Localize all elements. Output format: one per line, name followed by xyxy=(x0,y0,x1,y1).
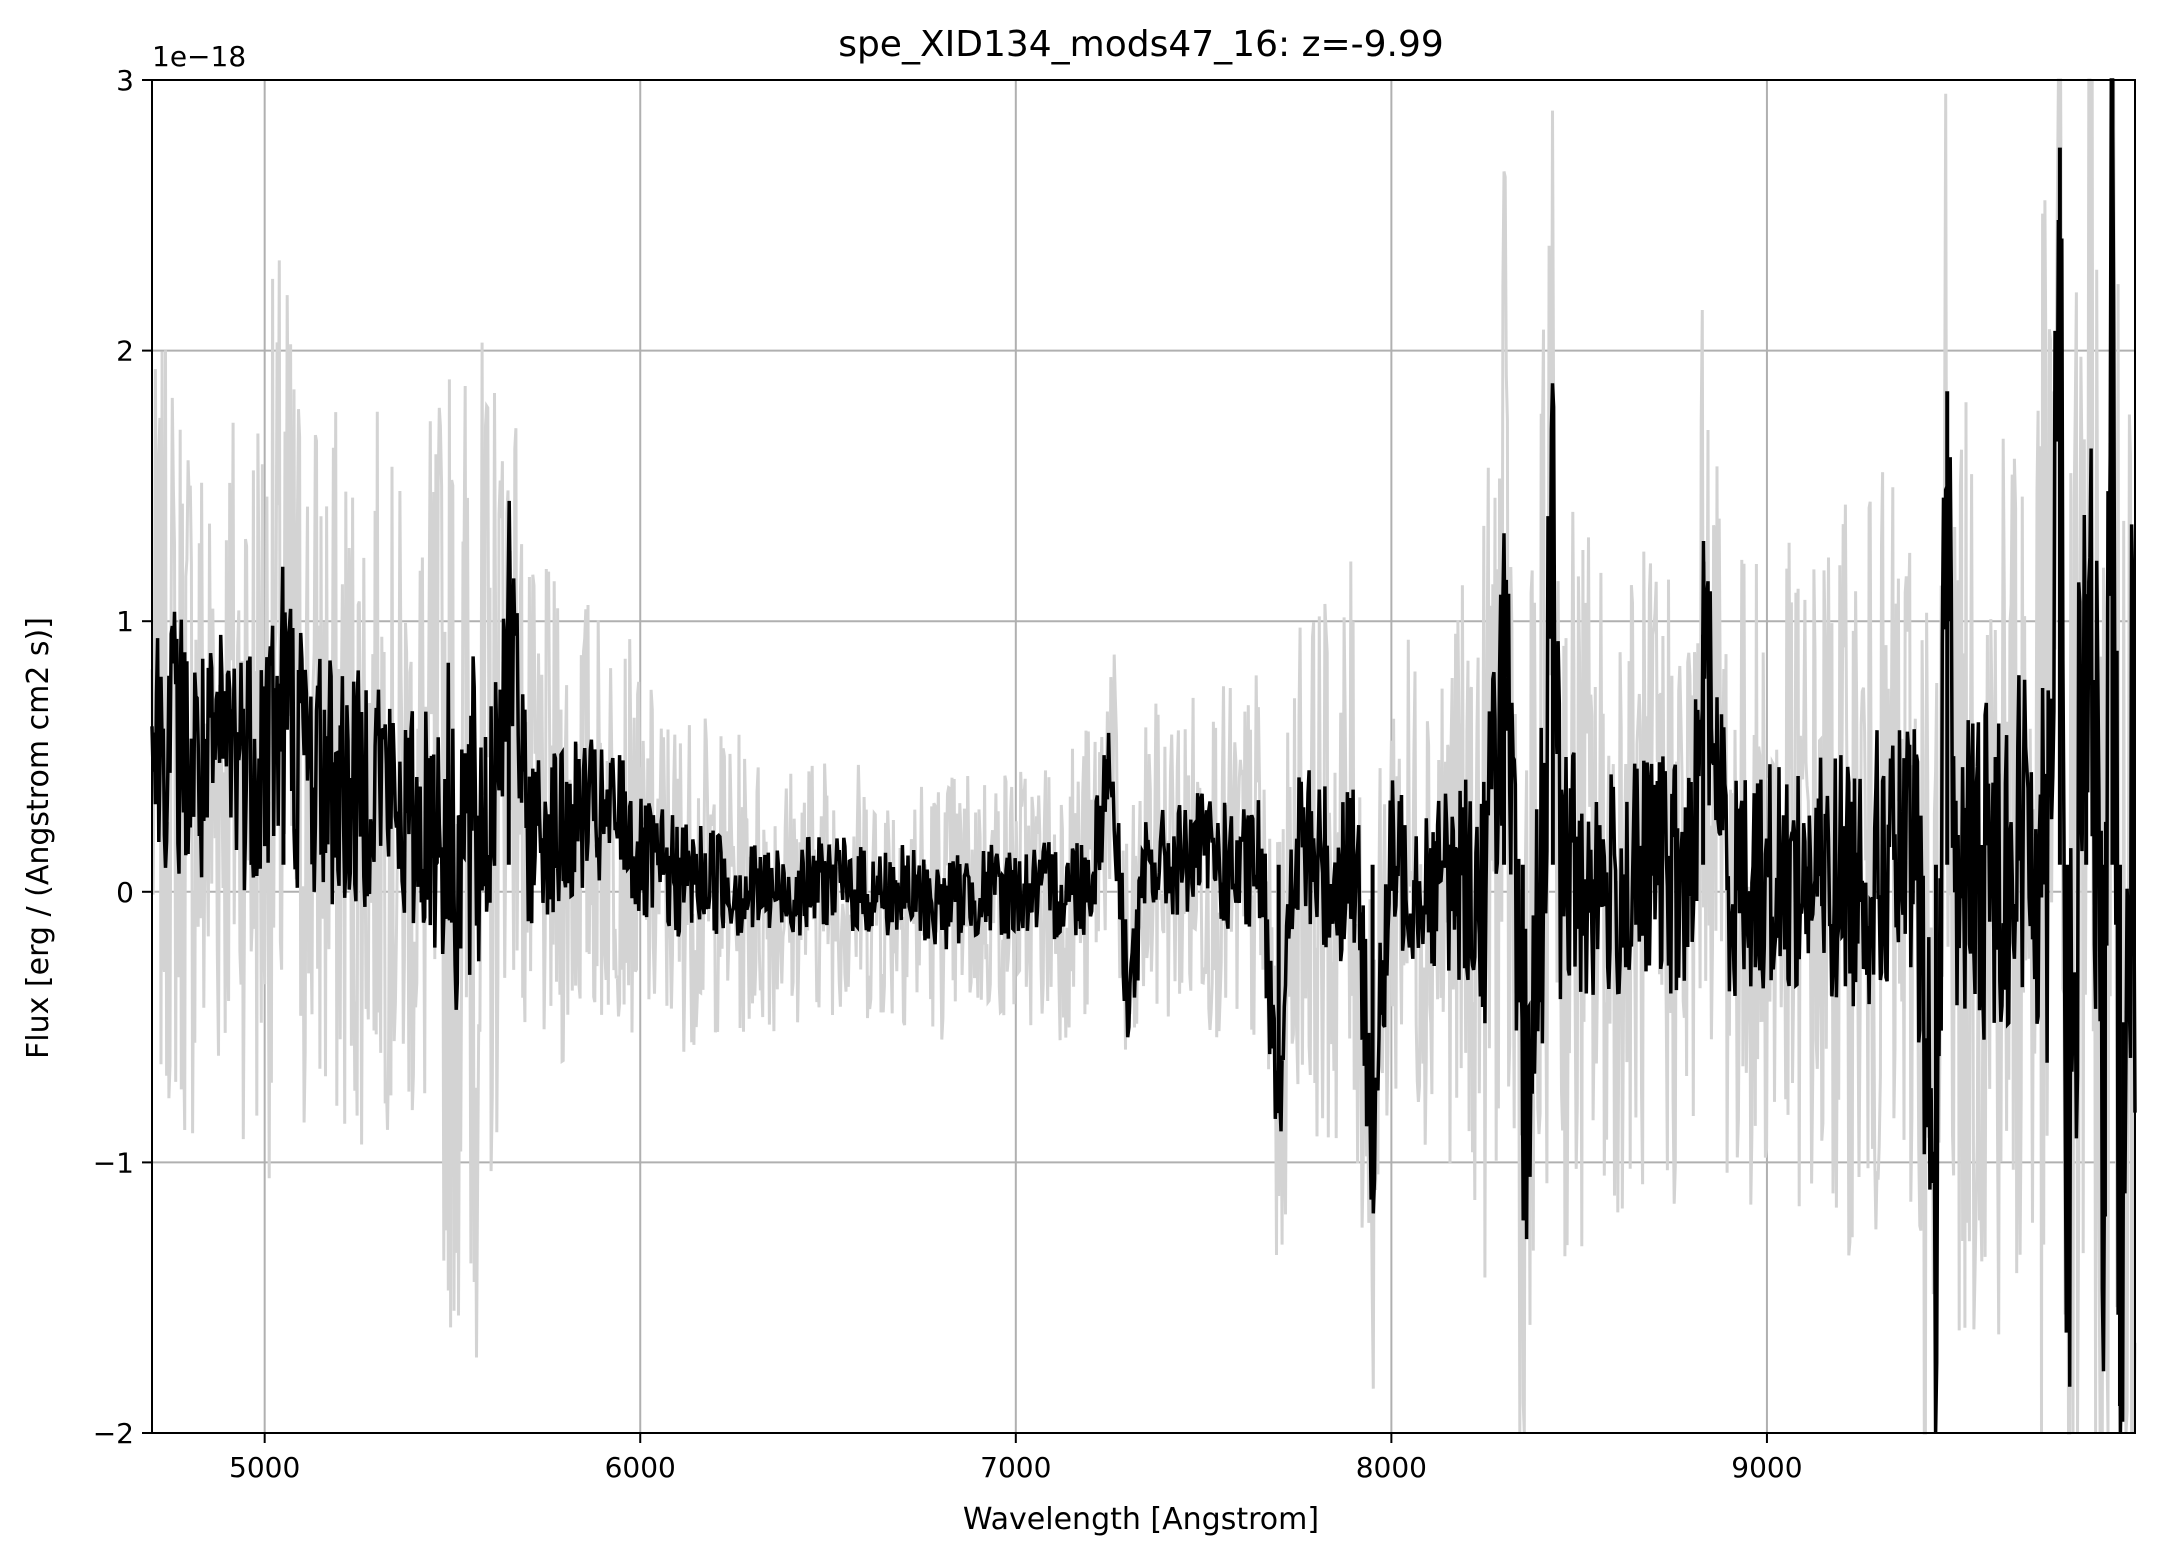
y-tick-label: −2 xyxy=(93,1417,134,1450)
x-axis-title: Wavelength [Angstrom] xyxy=(963,1502,1319,1537)
y-axis-title: Flux [erg / (Angstrom cm2 s)] xyxy=(21,617,56,1059)
flux-series xyxy=(150,78,2137,1434)
x-axis-ticks: 5000 6000 7000 8000 9000 xyxy=(229,1433,1803,1484)
y-axis-ticks: −2 −1 0 1 2 3 xyxy=(93,64,152,1450)
y-tick-label: 0 xyxy=(116,876,134,909)
plot-frame xyxy=(151,79,2136,1434)
x-tick-label: 6000 xyxy=(605,1451,676,1484)
noise-line xyxy=(150,78,2137,1435)
chart-title: spe_XID134_mods47_16: z=-9.99 xyxy=(838,24,1444,65)
noise-series xyxy=(150,78,2137,1435)
y-tick-label: 1 xyxy=(116,605,134,638)
x-tick-label: 9000 xyxy=(1731,1451,1802,1484)
y-tick-label: −1 xyxy=(93,1146,134,1179)
y-offset-text: 1e−18 xyxy=(152,40,246,73)
x-tick-label: 7000 xyxy=(980,1451,1051,1484)
x-tick-label: 5000 xyxy=(229,1451,300,1484)
y-tick-label: 3 xyxy=(116,64,134,97)
y-tick-label: 2 xyxy=(116,335,134,368)
x-tick-label: 8000 xyxy=(1356,1451,1427,1484)
flux-line xyxy=(150,78,2137,1434)
